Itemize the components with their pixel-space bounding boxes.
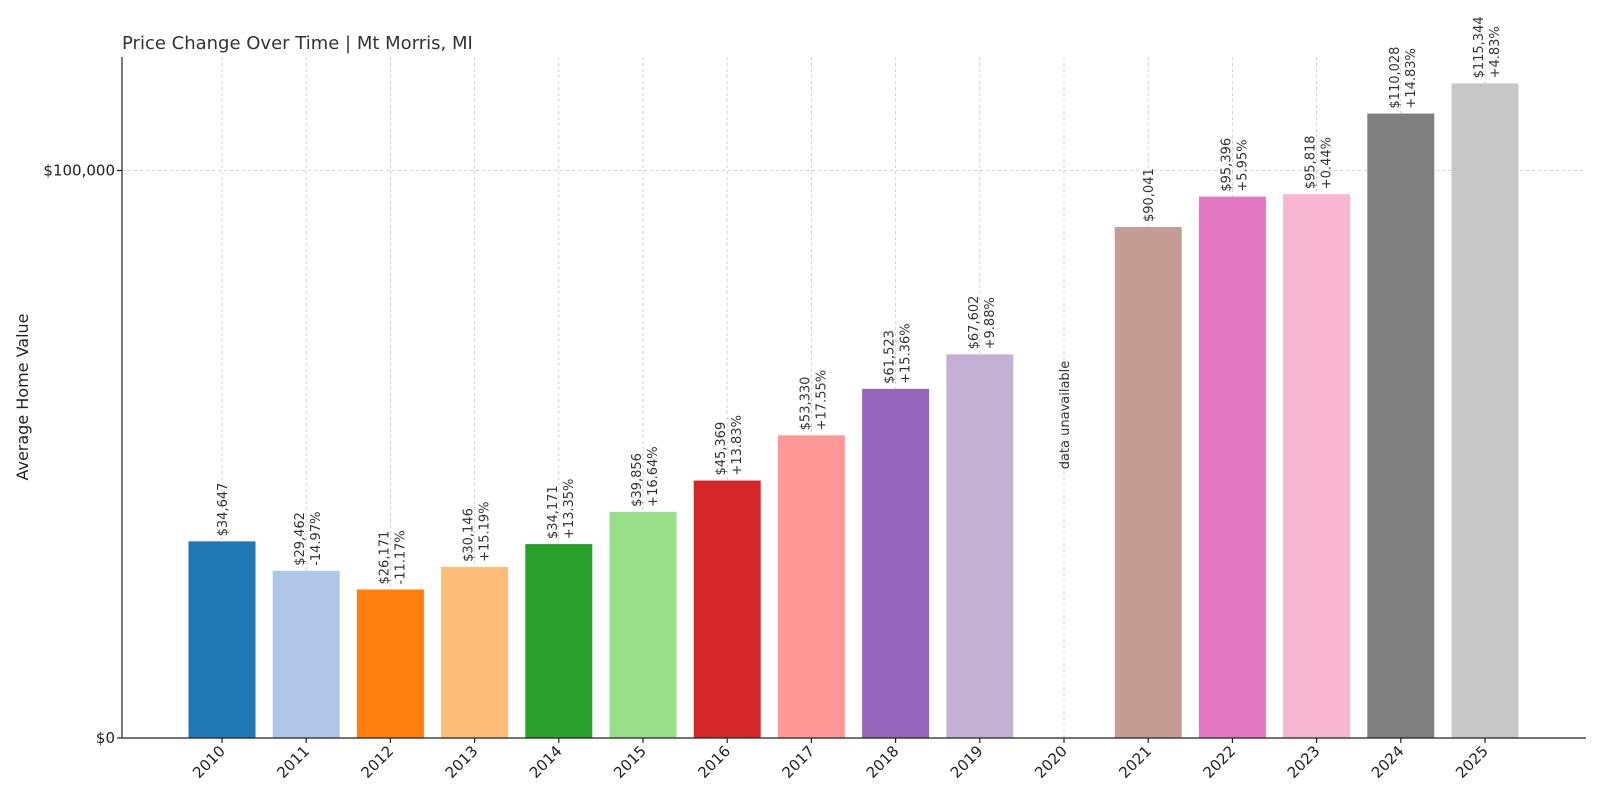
x-tick-label: 2016 (694, 742, 734, 782)
bars (188, 83, 1519, 739)
x-tick-label: 2019 (947, 742, 987, 782)
x-tick-label: 2018 (863, 742, 903, 782)
x-tick-label: 2021 (1115, 742, 1155, 782)
x-tick-label: 2012 (357, 742, 397, 782)
value-label: $29,462 (293, 512, 308, 566)
value-labels: $34,647 $29,462 -14.97% $26,171 -11.17% $30,1… (216, 16, 1503, 584)
change-label: +9.88% (983, 297, 998, 349)
x-tick-label: 2020 (1031, 742, 1071, 782)
value-label: $39,856 (630, 453, 645, 507)
change-label: -11.17% (393, 530, 408, 584)
x-tick-label: 2014 (526, 742, 566, 782)
bar-2013 (441, 566, 509, 738)
bar-2019 (946, 354, 1014, 738)
bar-2017 (777, 435, 845, 738)
grid-lines (122, 57, 1586, 738)
x-tick-label: 2024 (1368, 742, 1408, 782)
x-tick-label: 2013 (442, 742, 482, 782)
change-label: +15.36% (899, 323, 914, 383)
bar-2022 (1198, 196, 1266, 739)
bar-2021 (1114, 227, 1182, 738)
value-label: $26,171 (377, 531, 392, 585)
bar-2012 (356, 589, 424, 738)
change-label: +16.64% (646, 446, 661, 506)
value-label: $110,028 (1388, 47, 1403, 109)
x-tick-label: 2025 (1452, 742, 1492, 782)
x-tick-label: 2015 (610, 742, 650, 782)
value-label: $95,396 (1219, 138, 1234, 192)
value-label: $34,171 (546, 485, 561, 539)
x-tick-label: 2010 (189, 742, 229, 782)
change-label: -14.97% (309, 512, 324, 566)
bar-2024 (1367, 113, 1435, 738)
change-label: +4.83% (1488, 26, 1503, 78)
x-tick-labels: 2010 2011 2012 2013 2014 2015 2016 2017 2018 2019… (189, 738, 1492, 782)
y-tick-label: $0 (96, 729, 115, 747)
value-label: $115,344 (1472, 16, 1487, 78)
value-label: $61,523 (883, 330, 898, 384)
change-label: +13.83% (730, 415, 745, 475)
value-label: $90,041 (1142, 168, 1157, 222)
change-label: +17.55% (814, 370, 829, 430)
value-label: $95,818 (1304, 135, 1319, 189)
missing-data-label: data unavailable (1058, 361, 1073, 470)
value-label: $34,647 (216, 483, 231, 537)
change-label: +5.95% (1235, 139, 1250, 191)
chart-title: Price Change Over Time | Mt Morris, MI (122, 33, 473, 54)
bar-2018 (862, 388, 930, 738)
bar-2010 (188, 541, 256, 738)
y-tick-label: $100,000 (43, 162, 115, 180)
bar-2011 (272, 570, 340, 738)
value-label: $30,146 (462, 508, 477, 562)
x-tick-label: 2011 (273, 742, 313, 782)
value-label: $67,602 (967, 296, 982, 350)
change-label: +13.35% (562, 479, 577, 539)
bar-2014 (525, 544, 593, 738)
bar-2015 (609, 511, 677, 738)
change-label: +14.83% (1404, 48, 1419, 108)
y-axis-label: Average Home Value (13, 313, 32, 480)
bar-2023 (1283, 194, 1351, 738)
change-label: +15.19% (478, 501, 493, 561)
y-tick-labels: $0 $100,000 (43, 162, 122, 747)
axes (121, 57, 1586, 739)
bar-2025 (1451, 83, 1519, 739)
value-label: $53,330 (798, 377, 813, 431)
value-label: $45,369 (714, 422, 729, 476)
x-tick-label: 2023 (1284, 742, 1324, 782)
bar-2016 (693, 480, 761, 738)
change-label: +0.44% (1320, 137, 1335, 189)
x-tick-label: 2022 (1199, 742, 1239, 782)
x-tick-label: 2017 (778, 742, 818, 782)
